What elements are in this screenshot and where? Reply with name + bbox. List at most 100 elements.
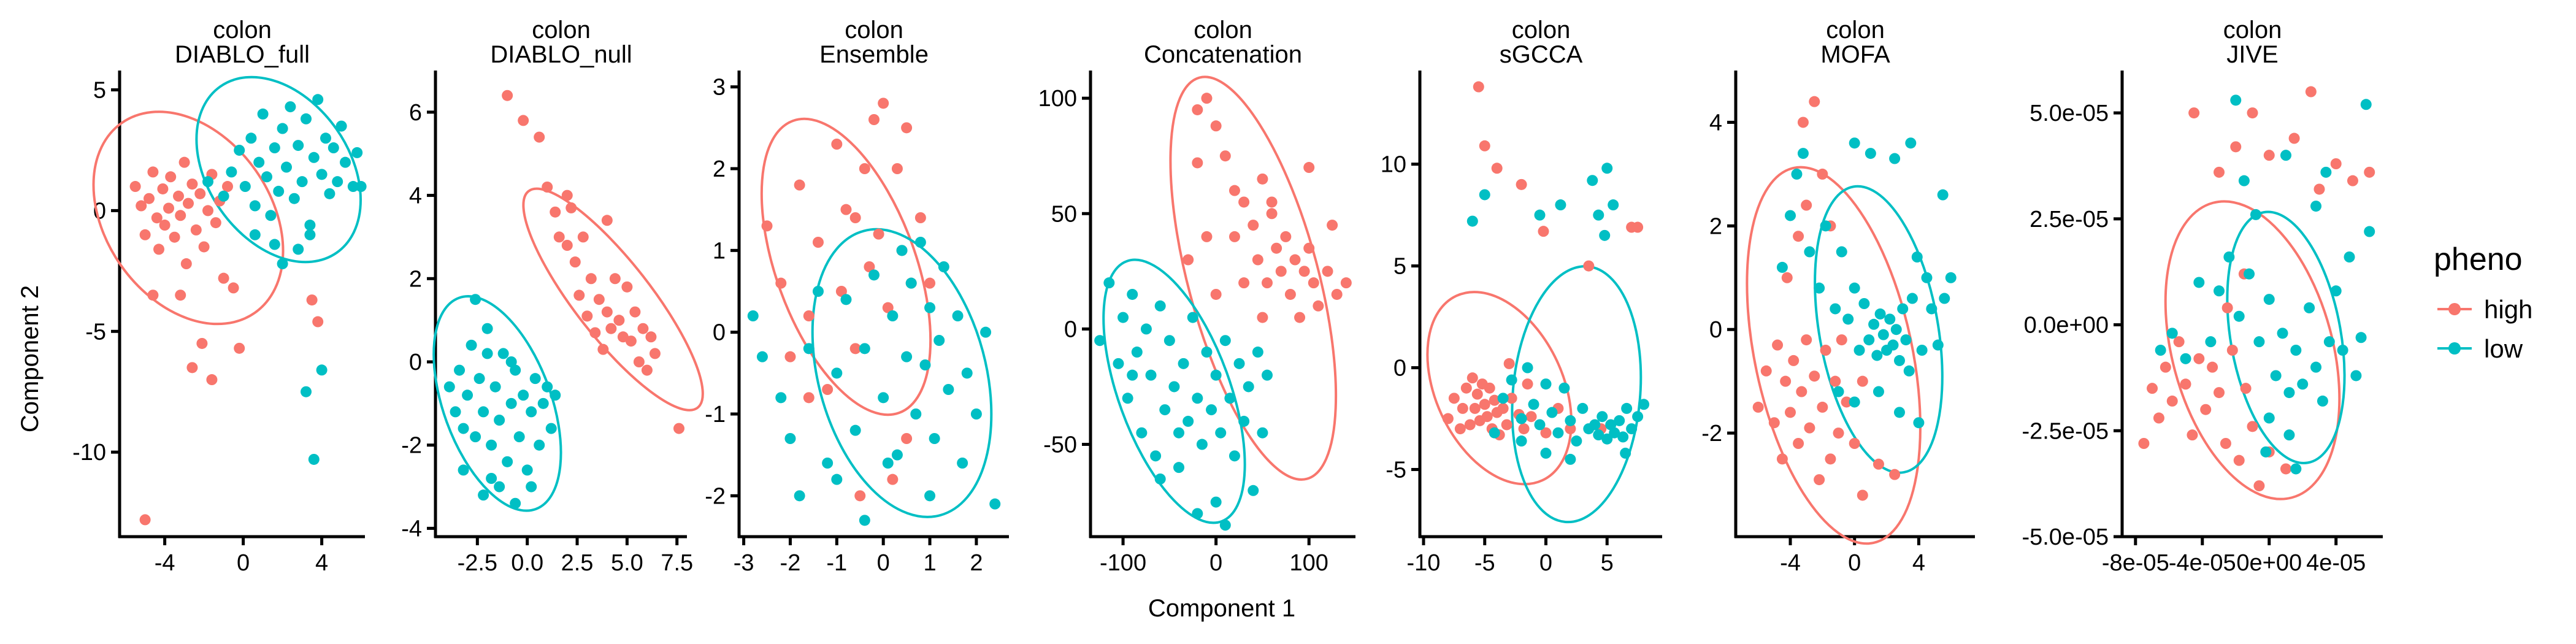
- ellipse-low: [1814, 185, 1944, 474]
- point-low: [1916, 345, 1928, 356]
- point-low: [952, 310, 964, 321]
- y-tick-label: -2: [705, 483, 726, 509]
- point-low: [1210, 496, 1222, 508]
- point-high: [1210, 120, 1222, 132]
- panel-title-line2: DIABLO_full: [175, 41, 310, 68]
- point-low: [478, 406, 489, 418]
- point-low: [1206, 404, 1217, 416]
- point-low: [1534, 209, 1546, 221]
- y-tick-label: -4: [401, 516, 422, 542]
- point-high: [1479, 140, 1490, 151]
- point-low: [1248, 485, 1259, 496]
- point-low: [253, 156, 265, 168]
- point-low: [1926, 303, 1938, 315]
- point-low: [1814, 282, 1825, 294]
- point-low: [328, 142, 339, 154]
- point-high: [835, 286, 847, 297]
- point-low: [822, 458, 834, 469]
- legend-title: pheno: [2434, 242, 2523, 277]
- x-tick-label: -2.5: [458, 550, 497, 576]
- point-high: [812, 237, 824, 248]
- point-low: [470, 294, 481, 305]
- point-low: [450, 406, 461, 418]
- point-high: [173, 190, 184, 202]
- point-low: [1154, 473, 1166, 485]
- point-high: [581, 310, 593, 322]
- point-high: [864, 261, 875, 272]
- point-low: [1614, 415, 1625, 426]
- point-low: [1243, 381, 1254, 393]
- point-high: [2187, 429, 2198, 441]
- point-high: [186, 178, 198, 190]
- point-high: [1201, 231, 1213, 242]
- point-high: [183, 197, 194, 209]
- point-low: [1516, 435, 1527, 447]
- point-high: [1464, 419, 1476, 431]
- point-high: [1825, 453, 1836, 465]
- point-high: [1830, 375, 1841, 387]
- point-low: [494, 481, 505, 493]
- y-tick-label: 2.5e-05: [2030, 207, 2109, 232]
- point-high: [1284, 288, 1296, 300]
- point-low: [281, 161, 292, 173]
- point-high: [637, 323, 649, 334]
- x-tick-label: 5.0: [611, 550, 643, 576]
- point-high: [1460, 382, 1472, 394]
- point-high: [1857, 375, 1868, 387]
- point-high: [1289, 254, 1301, 266]
- point-high: [2160, 361, 2171, 373]
- point-high: [2263, 150, 2275, 161]
- y-tick-label: 5: [93, 78, 106, 104]
- point-high: [859, 163, 870, 174]
- point-low: [458, 423, 469, 434]
- point-high: [1252, 254, 1263, 266]
- point-low: [2230, 94, 2242, 106]
- point-high: [1257, 173, 1268, 185]
- point-high: [1538, 226, 1549, 237]
- point-low: [2250, 209, 2261, 220]
- point-low: [1233, 358, 1245, 369]
- point-low: [550, 389, 561, 401]
- point-low: [1853, 345, 1865, 356]
- point-high: [186, 362, 198, 374]
- point-low: [526, 406, 537, 418]
- point-low: [1884, 313, 1896, 325]
- point-low: [1893, 355, 1905, 366]
- point-low: [304, 229, 316, 240]
- point-low: [2283, 429, 2295, 441]
- point-high: [1322, 266, 1333, 277]
- point-high: [2221, 302, 2233, 313]
- point-high: [210, 217, 221, 229]
- point-low: [1565, 453, 1576, 465]
- point-low: [542, 381, 553, 393]
- point-high: [1814, 474, 1825, 486]
- point-low: [226, 166, 237, 178]
- point-high: [218, 272, 229, 284]
- point-low: [1552, 427, 1564, 439]
- point-high: [561, 240, 573, 251]
- point-low: [545, 423, 557, 434]
- point-low: [1540, 447, 1552, 459]
- point-low: [470, 431, 481, 443]
- point-low: [1939, 293, 1950, 304]
- point-low: [316, 364, 328, 376]
- point-high: [1497, 402, 1509, 414]
- point-low: [293, 243, 304, 255]
- point-high: [1784, 407, 1796, 418]
- y-tick-label: -10: [72, 440, 106, 466]
- ellipse-low: [811, 228, 993, 518]
- point-low: [2166, 328, 2178, 339]
- point-high: [1457, 402, 1468, 414]
- point-low: [351, 147, 363, 158]
- point-low: [1262, 369, 1273, 381]
- point-high: [2288, 132, 2300, 144]
- point-low: [943, 384, 954, 395]
- point-high: [2347, 175, 2358, 186]
- point-low: [1877, 329, 1889, 340]
- point-low: [1201, 347, 1213, 358]
- point-low: [1516, 413, 1527, 424]
- point-high: [222, 181, 233, 193]
- point-low: [2350, 370, 2362, 381]
- point-low: [1937, 189, 1949, 201]
